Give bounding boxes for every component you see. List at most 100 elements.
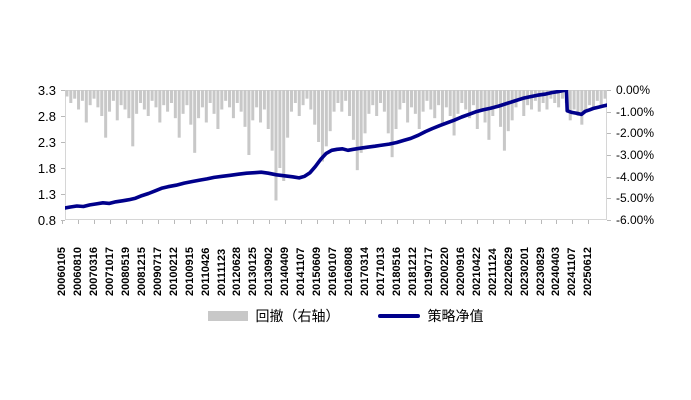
drawdown-bar: [313, 90, 317, 125]
drawdown-bar: [599, 90, 603, 106]
axis-tick: [205, 220, 207, 224]
drawdown-bar: [324, 90, 328, 147]
drawdown-bar: [402, 90, 406, 103]
drawdown-bar: [359, 90, 363, 153]
axis-tick: [607, 198, 611, 200]
drawdown-bar: [440, 90, 444, 125]
axis-tick: [508, 220, 510, 224]
x-axis-tick-label: 20110426: [199, 247, 212, 296]
chart-series-canvas: [65, 90, 607, 210]
axis-tick: [61, 142, 65, 143]
axis-tick: [269, 220, 271, 224]
drawdown-bar: [421, 90, 425, 112]
drawdown-bar: [158, 90, 162, 123]
drawdown-bar: [305, 90, 309, 99]
nav-line-swatch-icon: [377, 314, 420, 318]
axis-tick: [237, 220, 239, 224]
drawdown-bar: [495, 90, 499, 108]
drawdown-bar: [386, 90, 390, 134]
drawdown-bar: [154, 90, 158, 108]
drawdown-bar: [468, 90, 472, 119]
drawdown-bar: [131, 90, 135, 147]
legend: 回撤（右轴） 策略净值: [0, 306, 691, 326]
y-axis-left-tick-label: 2.3: [37, 135, 56, 150]
drawdown-bar: [96, 90, 100, 108]
x-axis-tick-label: 20200220: [438, 247, 451, 296]
drawdown-bar: [216, 90, 220, 129]
drawdown-bar: [557, 90, 561, 108]
drawdown-bar: [510, 90, 514, 121]
drawdown-bar: [255, 90, 259, 108]
drawdown-bar: [456, 90, 460, 114]
axis-tick: [77, 220, 79, 224]
y-axis-right-tick-label: -2.00%: [616, 126, 655, 141]
drawdown-bar: [580, 90, 584, 125]
drawdown-bar: [297, 90, 301, 116]
x-axis-tick-label: 20160808: [343, 247, 356, 296]
drawdown-bar: [502, 90, 506, 151]
drawdown-bar: [382, 90, 386, 112]
drawdown-bar: [289, 90, 293, 112]
axis-tick: [125, 220, 127, 224]
drawdown-bar: [398, 90, 402, 110]
drawdown-bar: [332, 90, 336, 112]
chart-plot-area: [65, 90, 607, 220]
drawdown-bar: [568, 90, 572, 121]
x-axis-tick-label: 20071017: [103, 247, 116, 296]
drawdown-bar: [231, 90, 235, 119]
x-axis-tick-label: 20230829: [534, 247, 547, 296]
drawdown-bar: [278, 90, 282, 168]
drawdown-bar: [390, 90, 394, 158]
drawdown-bar: [483, 90, 487, 123]
drawdown-bar: [506, 90, 510, 132]
axis-tick: [62, 220, 63, 224]
drawdown-area-series: [65, 90, 607, 201]
drawdown-bar: [584, 90, 588, 112]
drawdown-swatch-icon: [207, 311, 248, 321]
drawdown-bar: [301, 90, 305, 106]
y-axis-right-tick-label: -6.00%: [616, 213, 655, 227]
drawdown-bar: [100, 90, 104, 116]
x-axis-tick-label: 20170314: [359, 247, 372, 296]
legend-label-drawdown: 回撤（右轴）: [255, 310, 340, 325]
drawdown-bar: [336, 90, 340, 103]
drawdown-bar: [197, 90, 201, 119]
drawdown-bar: [499, 90, 503, 127]
drawdown-bar: [437, 90, 441, 106]
drawdown-bar: [425, 90, 429, 101]
x-axis-tick-label: 20190717: [422, 247, 435, 296]
axis-tick: [396, 220, 398, 224]
drawdown-bar: [200, 90, 204, 108]
drawdown-bar: [127, 90, 131, 119]
axis-tick: [93, 220, 95, 224]
axis-tick: [141, 220, 143, 224]
axis-tick: [607, 111, 611, 113]
axis-tick: [349, 220, 351, 224]
axis-tick: [572, 220, 574, 224]
axis-tick: [460, 220, 462, 224]
drawdown-bar: [138, 90, 143, 103]
drawdown-bar: [282, 90, 286, 181]
drawdown-bar: [529, 90, 534, 110]
axis-tick: [301, 220, 303, 224]
drawdown-bar: [108, 90, 112, 112]
drawdown-bar: [177, 90, 181, 138]
drawdown-bar: [212, 90, 216, 114]
drawdown-bar: [545, 90, 549, 110]
drawdown-bar: [262, 90, 266, 110]
axis-tick: [189, 220, 191, 224]
x-axis-tick-label: 20240403: [550, 247, 563, 296]
drawdown-bar: [603, 90, 607, 99]
drawdown-bar: [286, 90, 290, 138]
drawdown-bar: [553, 90, 557, 103]
drawdown-bar: [266, 90, 270, 129]
drawdown-bar: [111, 90, 115, 101]
axis-tick: [588, 220, 590, 224]
drawdown-bar: [560, 90, 564, 99]
drawdown-bar: [348, 90, 352, 116]
x-axis-tick-label: 20070316: [87, 247, 100, 296]
x-axis-tick-label: 20060810: [71, 247, 84, 296]
x-axis-tick-label: 20140409: [279, 247, 292, 296]
x-axis-tick-label: 20081215: [135, 247, 148, 296]
drawdown-bar: [166, 90, 170, 112]
